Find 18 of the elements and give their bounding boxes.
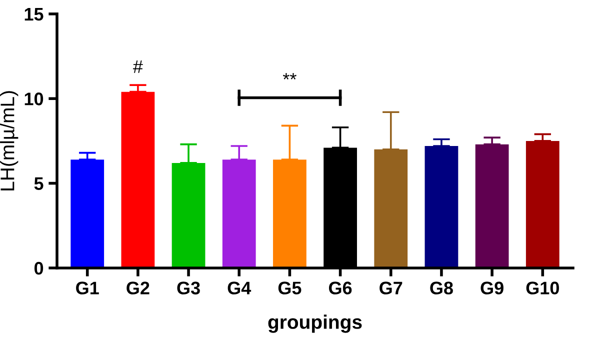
x-tick-label: G3 (177, 282, 200, 294)
annotation: ** (282, 73, 296, 80)
x-tick-label: G9 (480, 282, 504, 294)
x-tick-label: G8 (430, 282, 453, 294)
x-tick-label: G1 (76, 282, 99, 294)
x-tick-label: G10 (526, 282, 559, 294)
annotation: # (133, 60, 143, 73)
x-tick-label: G7 (380, 282, 402, 294)
y-tick-label: 10 (24, 92, 44, 106)
x-tick-label: G2 (126, 282, 150, 294)
y-tick-label: 5 (34, 177, 44, 190)
y-tick-label: 0 (34, 262, 44, 275)
x-tick-label: G4 (228, 282, 252, 294)
x-tick-label: G6 (328, 282, 352, 294)
y-axis-title: LH(mlµ/mL) (0, 91, 18, 190)
x-tick-label: G5 (278, 282, 302, 294)
y-tick-label: 15 (24, 8, 44, 21)
x-axis-title: groupings (268, 314, 362, 333)
